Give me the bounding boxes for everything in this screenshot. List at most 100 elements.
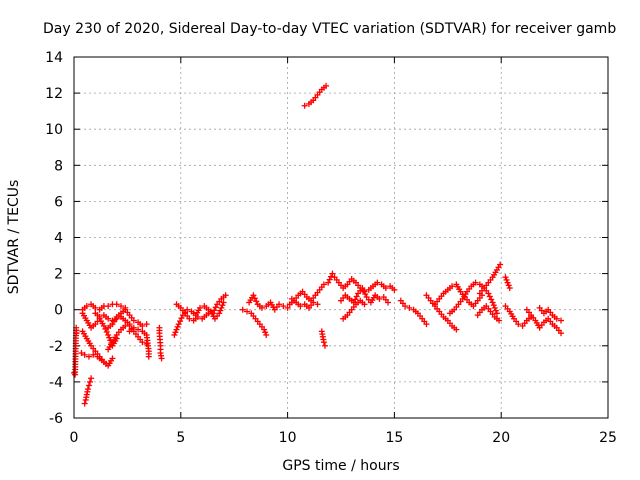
data-point (88, 375, 95, 382)
data-point (558, 330, 565, 337)
data-point (320, 339, 327, 346)
plot-frame (73, 56, 609, 419)
data-point (197, 304, 204, 311)
data-point (251, 295, 258, 302)
data-point (382, 285, 389, 292)
data-point (211, 307, 218, 314)
data-point (353, 293, 360, 300)
data-point (362, 291, 369, 298)
y-tick-label: 12 (45, 86, 63, 102)
data-point (173, 326, 180, 333)
data-point (194, 313, 201, 320)
data-point (297, 303, 304, 310)
data-point (145, 353, 152, 360)
data-point (178, 315, 185, 322)
data-point (553, 315, 560, 322)
data-point (171, 331, 178, 338)
data-point (78, 350, 85, 357)
data-point (85, 353, 92, 360)
data-point (502, 274, 509, 281)
data-point (103, 328, 110, 335)
data-point (301, 102, 308, 109)
data-point (73, 330, 80, 337)
data-point (486, 293, 493, 300)
data-point (310, 299, 317, 306)
data-point (489, 299, 496, 306)
data-point (453, 326, 460, 333)
data-point (102, 325, 109, 332)
data-point (326, 276, 333, 283)
data-point (250, 292, 257, 299)
data-point (503, 276, 510, 283)
data-point (329, 270, 336, 277)
data-point (220, 299, 227, 306)
data-points (71, 82, 565, 407)
data-point (258, 304, 265, 311)
data-point (117, 303, 124, 310)
y-tick-label: 6 (54, 194, 63, 210)
data-point (423, 321, 430, 328)
data-point (497, 261, 504, 268)
data-point (361, 301, 368, 308)
data-point (84, 386, 91, 393)
data-point (85, 382, 92, 389)
y-axis-label: SDTVAR / TECUs (6, 180, 22, 295)
data-point (139, 339, 146, 346)
y-tick-label: 8 (54, 158, 63, 174)
data-point (406, 304, 413, 311)
y-tick-label: 2 (54, 267, 63, 283)
data-point (172, 329, 179, 336)
x-tick-label: 25 (599, 430, 617, 446)
data-point (244, 308, 251, 315)
data-point (103, 360, 110, 367)
data-point (360, 288, 367, 295)
data-point (488, 296, 495, 303)
data-point (105, 303, 112, 310)
data-point (217, 307, 224, 314)
data-point (263, 331, 270, 338)
axis-ticks: 0 5 10 15 20 25 -6 -4 -2 0 2 4 6 8 10 12 14 (45, 50, 617, 446)
data-point (490, 302, 497, 309)
y-tick-label: -6 (49, 411, 63, 427)
y-tick-label: 4 (54, 231, 63, 247)
data-point (174, 323, 181, 330)
data-point (376, 295, 383, 302)
data-point (261, 326, 268, 333)
data-point (92, 304, 99, 311)
data-point (100, 322, 107, 329)
data-point (177, 318, 184, 325)
data-point (321, 342, 328, 349)
y-tick-label: 10 (45, 122, 63, 138)
data-point (184, 306, 191, 313)
data-point (402, 303, 409, 310)
data-point (492, 307, 499, 314)
x-axis-label: GPS time / hours (282, 458, 399, 474)
data-point (216, 310, 223, 317)
data-point (506, 285, 513, 292)
data-point (276, 301, 283, 308)
data-point (280, 303, 287, 310)
y-tick-label: 14 (45, 50, 63, 66)
data-point (491, 304, 498, 311)
data-point (374, 279, 381, 286)
x-tick-label: 10 (279, 430, 297, 446)
data-point (352, 296, 359, 303)
data-point (212, 304, 219, 311)
data-point (143, 321, 150, 328)
data-point (87, 378, 94, 385)
y-tick-label: -4 (49, 375, 63, 391)
data-point (109, 355, 116, 362)
data-point (253, 298, 260, 305)
data-point (135, 326, 142, 333)
data-point (186, 315, 193, 322)
y-tick-label: -2 (49, 339, 63, 355)
data-point (325, 279, 332, 286)
x-tick-label: 20 (492, 430, 510, 446)
data-point (105, 315, 112, 322)
chart-title: Day 230 of 2020, Sidereal Day-to-day VTE… (43, 21, 616, 37)
grid (74, 57, 608, 418)
x-tick-label: 15 (385, 430, 403, 446)
data-point (105, 331, 112, 338)
data-point (83, 303, 90, 310)
